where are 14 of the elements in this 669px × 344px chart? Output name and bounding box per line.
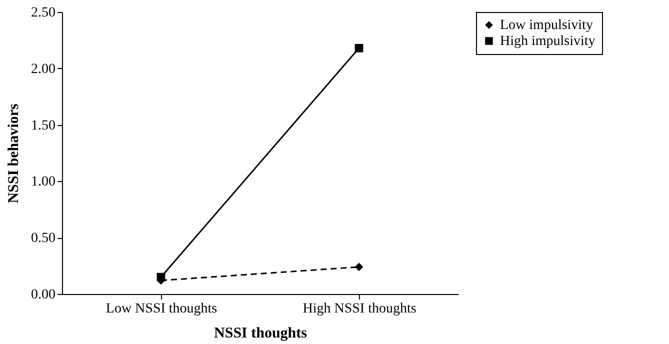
y-tick-label: 2.50: [31, 6, 56, 20]
legend-label: High impulsivity: [500, 34, 596, 49]
y-tick-label: 0.50: [31, 231, 56, 246]
legend-label: Low impulsivity: [500, 18, 593, 33]
y-tick-label: 1.00: [31, 174, 56, 190]
x-tick-label: High NSSI thoughts: [302, 302, 416, 316]
y-tick-label: 2.00: [31, 62, 56, 77]
y-tick-label: 0.00: [31, 288, 56, 302]
point: [354, 44, 364, 52]
y-tick-label: 1.50: [31, 118, 56, 134]
y-axis-title: NSSI behaviors: [6, 104, 22, 204]
x-tick-label: Low NSSI thoughts: [106, 302, 218, 316]
point: [354, 262, 364, 272]
x-axis-title: NSSI thoughts: [214, 326, 308, 342]
